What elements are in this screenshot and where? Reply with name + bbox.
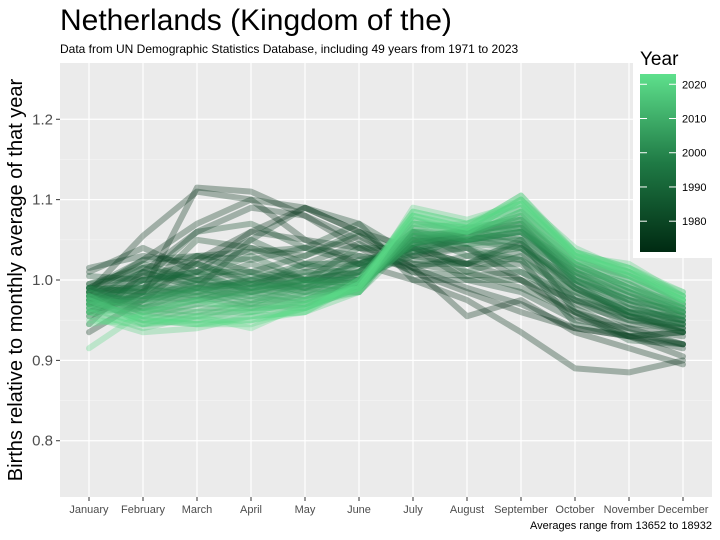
series-line-2020 bbox=[86, 192, 686, 328]
series-line-2016 bbox=[86, 192, 686, 332]
series-line-2000 bbox=[86, 220, 686, 316]
x-tick-label: July bbox=[403, 504, 423, 516]
series-line-1978 bbox=[86, 232, 686, 340]
series-line-1999 bbox=[86, 236, 686, 320]
series-line-1976 bbox=[86, 228, 686, 340]
series-line-1980 bbox=[86, 236, 686, 336]
x-tick-label: January bbox=[69, 504, 109, 516]
series-line-1985 bbox=[86, 240, 686, 336]
series-line-2003 bbox=[86, 216, 686, 320]
series-line-1977 bbox=[86, 204, 686, 348]
grid-major bbox=[60, 63, 712, 497]
legend-colorbar bbox=[640, 74, 676, 252]
series-line-2022 bbox=[86, 196, 686, 332]
x-tick-label: November bbox=[604, 504, 655, 516]
grid-minor bbox=[60, 159, 712, 401]
series-line-2023 bbox=[86, 200, 686, 328]
legend-tick-label: 1990 bbox=[682, 182, 706, 194]
series-line-1972 bbox=[86, 184, 686, 360]
series-line-1981 bbox=[86, 244, 686, 332]
series-line-1996 bbox=[86, 232, 686, 324]
series-line-2009 bbox=[86, 208, 686, 316]
chart-subtitle: Data from UN Demographic Statistics Data… bbox=[60, 42, 519, 56]
legend-tick-label: 2020 bbox=[682, 79, 706, 91]
series-line-1986 bbox=[86, 236, 686, 336]
series-line-1994 bbox=[86, 232, 686, 328]
series-line-1987 bbox=[86, 244, 686, 328]
y-tick-label: 0.9 bbox=[32, 352, 53, 369]
x-tick-label: September bbox=[494, 504, 548, 516]
series-line-2019 bbox=[86, 200, 686, 336]
y-axis-label: Births relative to monthly average of th… bbox=[5, 78, 27, 481]
x-tick-label: August bbox=[450, 504, 484, 516]
series-line-1991 bbox=[86, 236, 686, 324]
legend-tick-label: 2000 bbox=[682, 148, 706, 160]
series-line-1989 bbox=[86, 236, 686, 324]
series-line-2010 bbox=[86, 212, 686, 320]
y-tick-label: 1.1 bbox=[32, 192, 53, 209]
x-tick-label: June bbox=[347, 504, 371, 516]
series-line-1988 bbox=[86, 228, 686, 332]
x-tick-label: April bbox=[240, 504, 262, 516]
y-tick-label: 1.2 bbox=[32, 111, 53, 128]
x-tick-label: December bbox=[658, 504, 709, 516]
legend-ticks: 1980 1990 2000 2010 2020 bbox=[640, 79, 706, 228]
series-line-1975 bbox=[86, 196, 686, 348]
series-line-2002 bbox=[86, 224, 686, 312]
series-line-2007 bbox=[86, 220, 686, 316]
legend: Year 1980 1990 2000 2010 2020 bbox=[633, 40, 713, 258]
series-line-1974 bbox=[86, 204, 686, 352]
x-tick-label: October bbox=[555, 504, 594, 516]
series-lines bbox=[86, 184, 686, 376]
series-line-2005 bbox=[86, 212, 686, 316]
series-line-2008 bbox=[86, 216, 686, 316]
series-line-2004 bbox=[86, 228, 686, 312]
chart-title: Netherlands (Kingdom of the) bbox=[60, 4, 452, 37]
plot-panel bbox=[60, 63, 712, 497]
chart-caption: Averages range from 13652 to 18932 bbox=[530, 520, 712, 532]
series-line-1979 bbox=[86, 220, 686, 348]
series-line-2001 bbox=[86, 228, 686, 316]
series-line-1998 bbox=[86, 224, 686, 316]
series-line-1971 bbox=[86, 204, 686, 368]
series-line-1982 bbox=[86, 244, 686, 340]
x-axis: January February March April May June July Augu… bbox=[69, 497, 709, 516]
series-line-1990 bbox=[86, 232, 686, 328]
legend-title: Year bbox=[640, 49, 679, 70]
x-tick-label: February bbox=[121, 504, 166, 516]
legend-tick-label: 1980 bbox=[682, 216, 706, 228]
series-line-2015 bbox=[86, 196, 686, 324]
series-line-2014 bbox=[86, 200, 686, 328]
series-line-2021 bbox=[86, 208, 686, 352]
legend-tick-label: 2010 bbox=[682, 114, 706, 126]
series-line-1973 bbox=[86, 188, 686, 376]
series-line-1995 bbox=[86, 220, 686, 320]
y-axis: 0.8 0.9 1.0 1.1 1.2 bbox=[32, 111, 60, 450]
x-tick-label: May bbox=[295, 504, 316, 516]
series-line-2012 bbox=[86, 204, 686, 324]
series-line-1984 bbox=[86, 228, 686, 332]
series-line-1983 bbox=[86, 236, 686, 348]
y-tick-label: 0.8 bbox=[32, 433, 53, 450]
x-tick-label: March bbox=[182, 504, 213, 516]
series-line-1997 bbox=[86, 228, 686, 320]
series-line-2013 bbox=[86, 208, 686, 320]
series-line-1992 bbox=[86, 228, 686, 328]
series-line-2017 bbox=[86, 204, 686, 328]
y-tick-label: 1.0 bbox=[32, 272, 53, 289]
series-line-2011 bbox=[86, 216, 686, 316]
series-line-1993 bbox=[86, 228, 686, 324]
series-line-2006 bbox=[86, 224, 686, 312]
series-line-2018 bbox=[86, 196, 686, 328]
